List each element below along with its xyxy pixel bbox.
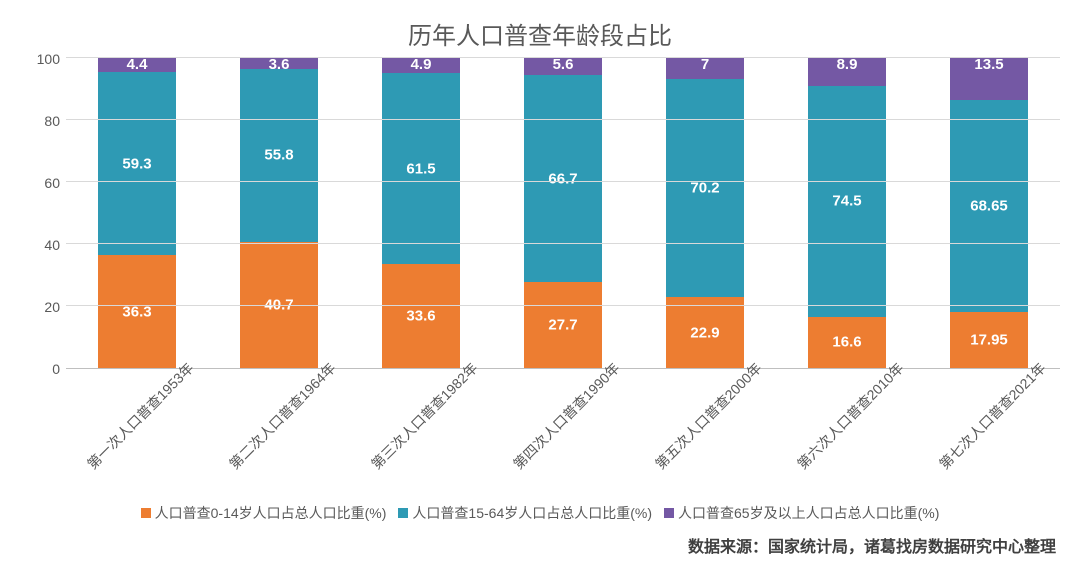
- y-tick-label: 20: [44, 299, 60, 315]
- bar-segment: 68.65: [950, 100, 1028, 313]
- bar-segment: 4.9: [382, 58, 460, 73]
- x-tick-label: 第二次人口普查1964年: [225, 404, 373, 552]
- bar-segment: 17.95: [950, 312, 1028, 368]
- grid-line: [66, 181, 1060, 182]
- bar-segment: 5.6: [524, 58, 602, 75]
- bar-value-label: 68.65: [970, 197, 1008, 214]
- x-tick-label: 第一次人口普查1953年: [83, 404, 231, 552]
- y-tick-label: 0: [52, 361, 60, 377]
- bar-segment: 59.3: [98, 72, 176, 256]
- bar-value-label: 70.2: [690, 180, 719, 197]
- y-tick-label: 100: [37, 51, 60, 67]
- grid-line: [66, 57, 1060, 58]
- plot-row: 020406080100 36.359.34.440.755.83.633.66…: [20, 59, 1060, 369]
- bar-column: 27.7 66.7 5.6: [524, 58, 602, 368]
- legend-swatch: [664, 508, 674, 518]
- bar-segment: 55.8: [240, 69, 318, 242]
- x-axis: 第一次人口普查1953年第二次人口普查1964年第三次人口普查1982年第四次人…: [66, 369, 1060, 501]
- bar-value-label: 66.7: [548, 170, 577, 187]
- bar-column: 16.6 74.5 8.9: [808, 58, 886, 368]
- chart-title: 历年人口普查年龄段占比: [20, 16, 1060, 51]
- bar-segment: 66.7: [524, 75, 602, 282]
- bar-value-label: 55.8: [264, 147, 293, 164]
- bar-column: 40.755.83.6: [240, 58, 318, 368]
- x-tick-label: 第六次人口普查2010年: [793, 404, 941, 552]
- bar-value-label: 17.95: [970, 332, 1008, 349]
- bar-column: 36.3 59.3 4.4: [98, 58, 176, 368]
- x-tick-label: 第七次人口普查2021年: [935, 404, 1080, 552]
- bar-segment: 4.4: [98, 58, 176, 72]
- bar-segment: 22.9: [666, 297, 744, 368]
- bar-value-label: 4.4: [127, 57, 148, 72]
- y-axis: 020406080100: [20, 59, 66, 369]
- bars-group: 36.359.34.440.755.83.633.661.54.927.766.…: [66, 59, 1060, 368]
- bar-segment: 13.5: [950, 58, 1028, 100]
- grid-line: [66, 119, 1060, 120]
- chart-container: 历年人口普查年龄段占比 020406080100 36.359.34.440.7…: [0, 0, 1080, 581]
- bar-segment: 70.2: [666, 79, 744, 297]
- x-tick-label: 第三次人口普查1982年: [367, 404, 515, 552]
- y-tick-label: 60: [44, 175, 60, 191]
- bar-value-label: 4.9: [411, 57, 432, 72]
- bar-value-label: 3.6: [269, 57, 290, 72]
- bar-segment: 36.3: [98, 255, 176, 368]
- bar-value-label: 16.6: [832, 334, 861, 351]
- bar-segment: 61.5: [382, 73, 460, 264]
- bar-segment: 16.6: [808, 317, 886, 368]
- bar-segment: 33.6: [382, 264, 460, 368]
- legend-swatch: [398, 508, 408, 518]
- grid-line: [66, 243, 1060, 244]
- y-tick-label: 80: [44, 113, 60, 129]
- bar-value-label: 8.9: [837, 57, 858, 72]
- bar-value-label: 7: [701, 57, 709, 72]
- bar-segment: 3.6: [240, 58, 318, 69]
- bar-segment: 7: [666, 58, 744, 80]
- bar-value-label: 33.6: [406, 307, 435, 324]
- bar-segment: 8.9: [808, 58, 886, 86]
- bar-column: 22.9 70.2 7: [666, 58, 744, 368]
- bar-value-label: 59.3: [122, 155, 151, 172]
- bar-value-label: 22.9: [690, 324, 719, 341]
- x-tick-label: 第四次人口普查1990年: [509, 404, 657, 552]
- bar-value-label: 13.5: [974, 57, 1003, 72]
- plot-area: 36.359.34.440.755.83.633.661.54.927.766.…: [66, 59, 1060, 369]
- bar-segment: 74.5: [808, 86, 886, 317]
- bar-value-label: 5.6: [553, 57, 574, 72]
- bar-value-label: 61.5: [406, 160, 435, 177]
- y-tick-label: 40: [44, 237, 60, 253]
- bar-column: 17.95 68.65 13.5: [950, 58, 1028, 368]
- grid-line: [66, 305, 1060, 306]
- bar-column: 33.6 61.5 4.9: [382, 58, 460, 368]
- x-tick-label: 第五次人口普查2000年: [651, 404, 799, 552]
- bar-value-label: 27.7: [548, 317, 577, 334]
- bar-value-label: 74.5: [832, 193, 861, 210]
- bar-segment: 27.7: [524, 282, 602, 368]
